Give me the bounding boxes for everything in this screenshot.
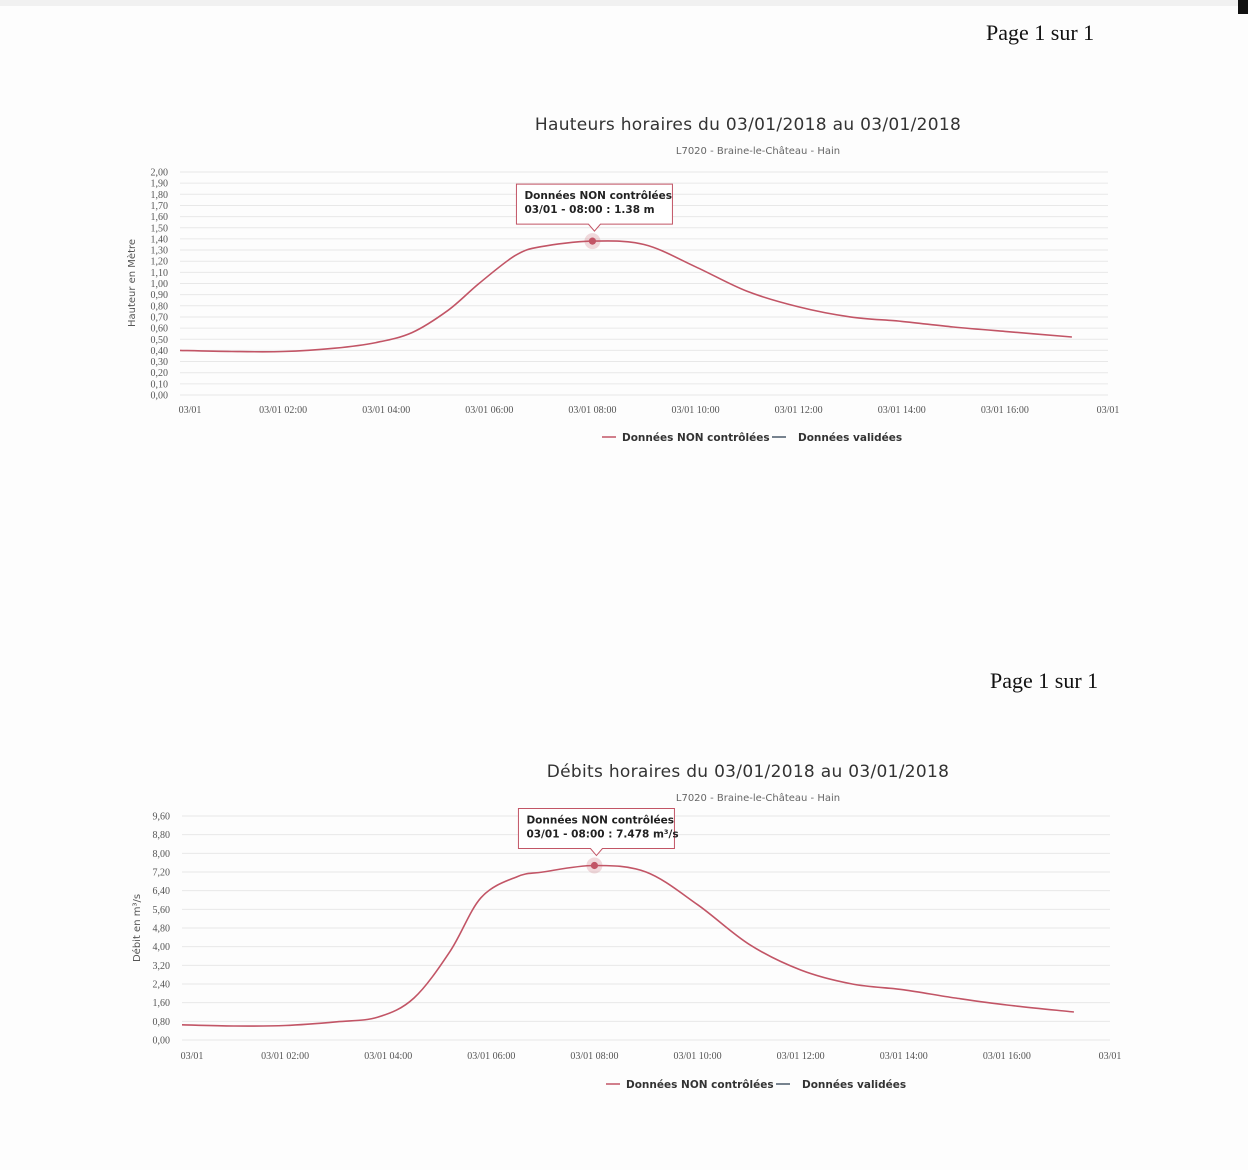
- y-tick-label: 0,00: [153, 1036, 171, 1047]
- x-tick-label: 03/01 14:00: [878, 405, 926, 416]
- y-tick-label: 0,60: [151, 324, 169, 335]
- x-tick-label: 03/01 06:00: [465, 405, 513, 416]
- y-tick-label: 1,90: [151, 179, 169, 190]
- y-tick-label: 1,60: [153, 998, 171, 1009]
- y-tick-label: 0,50: [151, 335, 169, 346]
- x-tick-label: 03/01 06:00: [467, 1051, 515, 1062]
- x-tick-label: 03/01: [179, 405, 202, 416]
- x-tick-label: 03/01: [181, 1051, 204, 1062]
- tooltip-box: [515, 183, 673, 232]
- x-tick-label: 03/01 08:00: [568, 405, 616, 416]
- y-tick-label: 1,20: [151, 257, 169, 268]
- y-tick-label: 1,10: [151, 268, 169, 279]
- y-tick-label: 1,30: [151, 246, 169, 257]
- y-tick-label: 0,80: [151, 301, 169, 312]
- height-chart: Hauteurs horaires du 03/01/2018 au 03/01…: [126, 115, 1120, 444]
- y-tick-label: 4,00: [153, 942, 171, 953]
- y-tick-label: 8,80: [153, 830, 171, 841]
- legend-label-non-controlled: Données NON contrôlées: [622, 432, 770, 444]
- x-tick-label: 03/01: [1099, 1051, 1122, 1062]
- y-tick-label: 1,40: [151, 234, 169, 245]
- y-tick-label: 2,40: [153, 980, 171, 991]
- series-line-non-controlled: [181, 864, 1074, 1027]
- series-line-non-controlled: [179, 240, 1072, 353]
- y-axis-label: Débit en m³/s: [131, 894, 143, 962]
- x-tick-label: 03/01 04:00: [362, 405, 410, 416]
- y-tick-label: 4,80: [153, 924, 171, 935]
- legend-label-validated: Données validées: [802, 1079, 906, 1091]
- tooltip-value: 03/01 - 08:00 : 7.478 m³/s: [526, 829, 678, 841]
- y-tick-label: 1,70: [151, 201, 169, 212]
- y-tick-label: 0,70: [151, 312, 169, 323]
- scan-top-edge: [0, 0, 1248, 6]
- chart-subtitle: L7020 - Braine-le-Château - Hain: [676, 792, 840, 804]
- y-tick-label: 1,60: [151, 212, 169, 223]
- scan-corner-mark: [1238, 0, 1248, 14]
- y-tick-label: 1,00: [151, 279, 169, 290]
- x-tick-label: 03/01 04:00: [364, 1051, 412, 1062]
- y-tick-label: 0,10: [151, 379, 169, 390]
- legend-label-non-controlled: Données NON contrôlées: [626, 1079, 774, 1091]
- y-tick-label: 3,20: [153, 961, 171, 972]
- y-tick-label: 8,00: [153, 849, 171, 860]
- x-tick-label: 03/01 02:00: [259, 405, 307, 416]
- tooltip-title: Données NON contrôlées: [526, 815, 674, 827]
- y-axis-label: Hauteur en Mètre: [126, 239, 138, 327]
- tooltip-box: [517, 808, 675, 857]
- x-tick-label: 03/01 10:00: [674, 1051, 722, 1062]
- page-number-label: Page 1 sur 1: [990, 668, 1099, 693]
- x-tick-label: 03/01 16:00: [981, 405, 1029, 416]
- x-tick-label: 03/01 10:00: [672, 405, 720, 416]
- page-number-label: Page 1 sur 1: [986, 20, 1095, 45]
- x-tick-label: 03/01 16:00: [983, 1051, 1031, 1062]
- x-tick-label: 03/01 08:00: [570, 1051, 618, 1062]
- y-tick-label: 6,40: [153, 886, 171, 897]
- legend-label-validated: Données validées: [798, 432, 902, 444]
- tooltip-value: 03/01 - 08:00 : 1.38 m: [524, 204, 654, 216]
- y-tick-label: 9,60: [153, 812, 171, 823]
- chart-subtitle: L7020 - Braine-le-Château - Hain: [676, 145, 840, 157]
- x-tick-label: 03/01 14:00: [880, 1051, 928, 1062]
- tooltip-title: Données NON contrôlées: [524, 190, 672, 202]
- discharge-chart: Débits horaires du 03/01/2018 au 03/01/2…: [131, 762, 1122, 1091]
- y-tick-label: 1,50: [151, 223, 169, 234]
- y-tick-label: 0,40: [151, 346, 169, 357]
- chart-title: Hauteurs horaires du 03/01/2018 au 03/01…: [535, 115, 961, 135]
- y-tick-label: 0,00: [151, 391, 169, 402]
- y-tick-label: 1,80: [151, 190, 169, 201]
- x-tick-label: 03/01: [1097, 405, 1120, 416]
- chart-title: Débits horaires du 03/01/2018 au 03/01/2…: [547, 762, 949, 782]
- x-tick-label: 03/01 02:00: [261, 1051, 309, 1062]
- y-tick-label: 7,20: [153, 868, 171, 879]
- tooltip-marker: [590, 861, 599, 870]
- tooltip-marker: [588, 237, 597, 245]
- y-tick-label: 5,60: [153, 905, 171, 916]
- y-tick-label: 0,90: [151, 290, 169, 301]
- y-tick-label: 0,20: [151, 368, 169, 379]
- x-tick-label: 03/01 12:00: [777, 1051, 825, 1062]
- x-tick-label: 03/01 12:00: [775, 405, 823, 416]
- y-tick-label: 0,30: [151, 357, 169, 368]
- y-tick-label: 2,00: [151, 168, 169, 179]
- y-tick-label: 0,80: [153, 1017, 171, 1028]
